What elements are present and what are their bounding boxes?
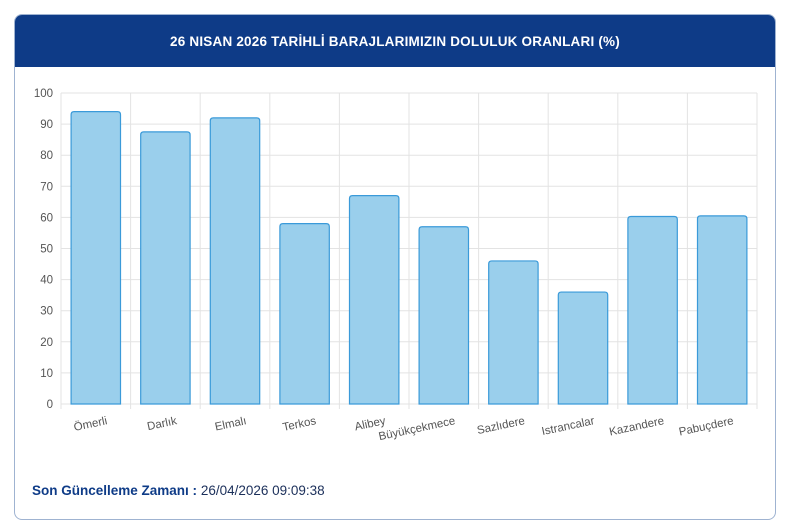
x-tick-label: Büyükçekmece bbox=[378, 415, 457, 443]
y-tick-label: 60 bbox=[40, 212, 53, 224]
last-update: Son Güncelleme Zamanı : 26/04/2026 09:09… bbox=[32, 483, 325, 498]
bar-büyükçekmece bbox=[418, 226, 470, 405]
y-tick-label: 40 bbox=[40, 275, 53, 287]
x-tick-label: Sazlıdere bbox=[476, 415, 526, 437]
bar-terkos bbox=[279, 223, 330, 405]
x-tick-label: Elmalı bbox=[214, 415, 248, 433]
bar-darlık bbox=[140, 131, 191, 405]
chart-title: 26 NISAN 2026 TARİHLİ BARAJLARIMIZIN DOL… bbox=[15, 15, 775, 67]
x-tick-label: Terkos bbox=[282, 415, 318, 434]
y-tick-label: 50 bbox=[40, 244, 53, 256]
y-tick-label: 70 bbox=[40, 181, 53, 193]
x-tick-label: Kazandere bbox=[608, 415, 665, 438]
y-tick-label: 0 bbox=[47, 399, 53, 411]
y-tick-label: 80 bbox=[40, 150, 53, 162]
x-tick-label: Istrancalar bbox=[541, 415, 596, 438]
dam-levels-card: 26 NISAN 2026 TARİHLİ BARAJLARIMIZIN DOL… bbox=[14, 14, 776, 520]
y-tick-label: 20 bbox=[40, 337, 53, 349]
bar-elmalı bbox=[209, 117, 261, 405]
y-tick-label: 100 bbox=[34, 88, 53, 100]
x-tick-label: Darlık bbox=[146, 415, 178, 433]
bar-kazandere bbox=[627, 215, 678, 405]
bar-istrancalar bbox=[557, 291, 609, 405]
x-tick-label: Ömerli bbox=[73, 415, 109, 434]
bar-chart-container: 0 10 20 30 40 50 60 70 80 90 100 Ömerli Darlık Elmalı… bbox=[15, 67, 775, 447]
y-tick-label: 90 bbox=[40, 119, 53, 131]
y-tick-label: 30 bbox=[40, 306, 53, 318]
x-tick-label: Pabuçdere bbox=[678, 415, 735, 438]
bar-chart: 0 10 20 30 40 50 60 70 80 90 100 Ömerli Darlık Elmalı… bbox=[34, 88, 758, 443]
bar-alibey bbox=[348, 195, 400, 405]
last-update-value: 26/04/2026 09:09:38 bbox=[200, 483, 325, 498]
bar-ömerli bbox=[70, 111, 122, 405]
last-update-label: Son Güncelleme Zamanı : bbox=[32, 483, 198, 498]
y-tick-label: 10 bbox=[40, 368, 53, 380]
bar-sazlıdere bbox=[488, 260, 539, 405]
bar-pabuçdere bbox=[696, 215, 748, 405]
